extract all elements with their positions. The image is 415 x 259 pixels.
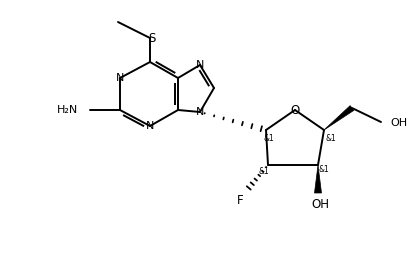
Text: N: N (116, 73, 124, 83)
Text: &1: &1 (325, 133, 336, 142)
Text: H₂N: H₂N (57, 105, 78, 115)
Text: &1: &1 (258, 168, 269, 176)
Polygon shape (324, 106, 354, 130)
Polygon shape (315, 165, 322, 193)
Text: OH: OH (311, 198, 329, 211)
Text: OH: OH (390, 118, 407, 128)
Text: O: O (290, 104, 300, 117)
Text: N: N (146, 121, 154, 131)
Text: N: N (196, 107, 204, 117)
Text: &1: &1 (263, 133, 274, 142)
Text: &1: &1 (318, 166, 329, 175)
Text: N: N (196, 60, 204, 70)
Text: F: F (237, 193, 243, 206)
Text: S: S (148, 32, 156, 45)
